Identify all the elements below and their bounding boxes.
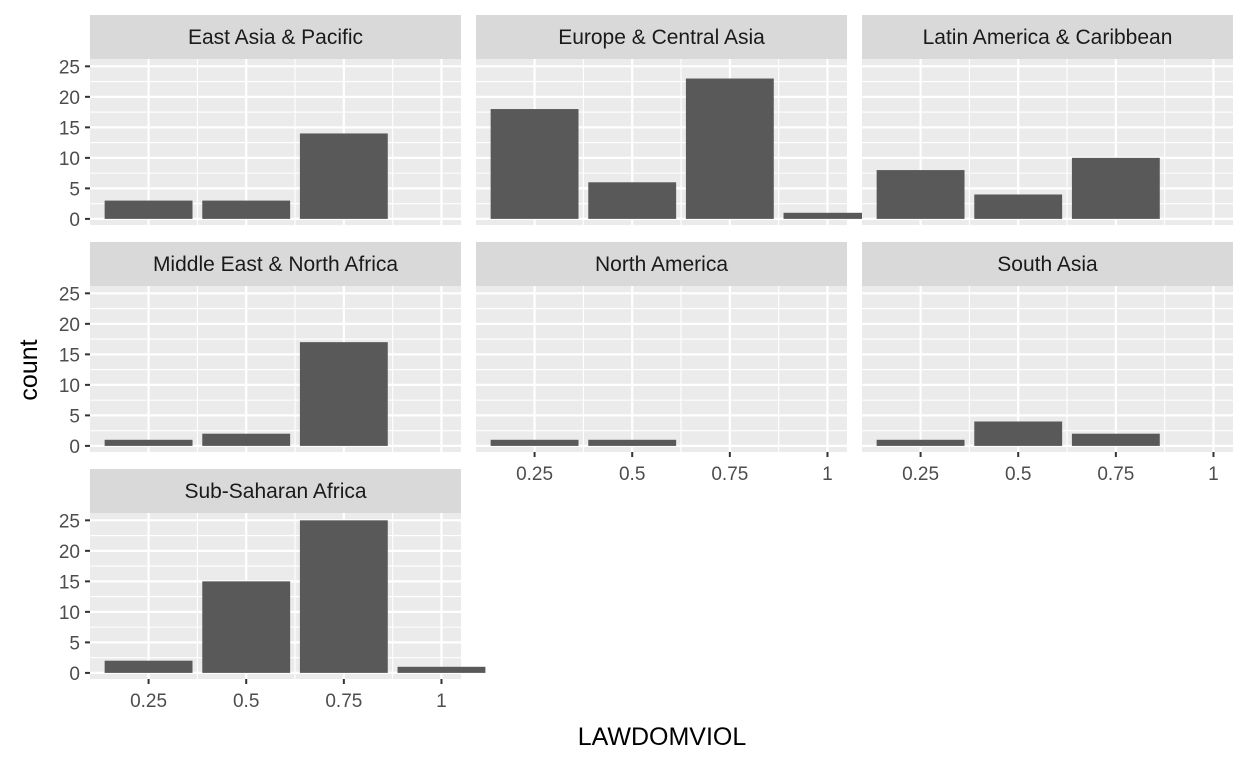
bar	[588, 439, 677, 446]
x-tick-label: 0.5	[233, 691, 259, 712]
facet-strip	[862, 15, 1233, 59]
y-tick-label: 25	[59, 511, 80, 532]
bar	[299, 520, 388, 673]
facet-panel: Latin America & Caribbean	[862, 15, 1233, 225]
y-tick-label: 10	[59, 376, 80, 397]
facet-panel: North America 0.25 0.5 0.75 1	[476, 242, 847, 485]
facet-title: Latin America & Caribbean	[923, 26, 1173, 49]
x-tick-label: 1	[436, 691, 447, 712]
y-tick-label: 20	[59, 315, 80, 336]
facet-strip	[862, 242, 1233, 286]
y-tick-label: 10	[59, 149, 80, 170]
y-tick-label: 15	[59, 572, 80, 593]
bar	[299, 342, 388, 446]
bar	[974, 421, 1063, 446]
y-tick-label: 15	[59, 345, 80, 366]
facet-title: Sub-Saharan Africa	[184, 480, 366, 503]
y-tick-label: 20	[59, 542, 80, 563]
bar	[1071, 433, 1160, 446]
y-axis-title: count	[15, 339, 43, 400]
x-tick-label: 1	[822, 464, 833, 485]
facet-title: South Asia	[997, 253, 1098, 276]
bar	[876, 170, 965, 219]
x-tick-label: 1	[1208, 464, 1219, 485]
y-tick-label: 5	[69, 179, 80, 200]
x-tick-label: 0.75	[325, 691, 362, 712]
bar	[588, 182, 677, 219]
facet-title: Middle East & North Africa	[153, 253, 398, 276]
bar	[490, 109, 579, 219]
bar	[974, 194, 1063, 219]
y-tick-label: 0	[69, 210, 80, 231]
facet-panel: East Asia & Pacific 0 5 10 15 20 25	[59, 15, 461, 231]
y-tick-label: 10	[59, 603, 80, 624]
y-tick-label: 25	[59, 57, 80, 78]
bar	[299, 133, 388, 219]
y-tick-label: 0	[69, 437, 80, 458]
y-tick-label: 20	[59, 88, 80, 109]
bar	[202, 433, 291, 446]
x-tick-label: 0.5	[1005, 464, 1031, 485]
bar	[104, 439, 193, 446]
facet-panel: Sub-Saharan Africa 0 5 10 15 20 25 0.25 0.5 0.75 1	[59, 469, 486, 712]
plot-panel	[90, 59, 461, 225]
bar	[876, 439, 965, 446]
x-tick-label: 0.25	[516, 464, 553, 485]
bar	[202, 200, 291, 219]
bar	[202, 581, 291, 673]
bar	[397, 666, 486, 673]
facet-strip	[90, 242, 461, 286]
facet-strip	[90, 469, 461, 513]
bar	[685, 78, 774, 219]
bar	[490, 439, 579, 446]
facet-strip	[90, 15, 461, 59]
facet-strip	[476, 15, 847, 59]
y-tick-label: 5	[69, 633, 80, 654]
facet-panel: Europe & Central Asia	[476, 15, 872, 225]
x-tick-label: 0.75	[1097, 464, 1134, 485]
facet-strip	[476, 242, 847, 286]
facet-panel: South Asia 0.25 0.5 0.75 1	[862, 242, 1233, 485]
facet-title: Europe & Central Asia	[558, 26, 765, 49]
y-tick-label: 0	[69, 664, 80, 685]
plot-panel	[476, 286, 847, 452]
bar	[104, 660, 193, 673]
x-tick-label: 0.25	[130, 691, 167, 712]
x-tick-label: 0.75	[711, 464, 748, 485]
x-axis-title: LAWDOMVIOL	[578, 723, 747, 751]
x-tick-label: 0.5	[619, 464, 645, 485]
y-tick-label: 5	[69, 406, 80, 427]
facet-panel: Middle East & North Africa 0 5 10 15 20 25	[59, 242, 461, 458]
facet-title: North America	[595, 253, 728, 276]
facet-title: East Asia & Pacific	[188, 26, 363, 49]
x-tick-label: 0.25	[902, 464, 939, 485]
y-tick-label: 15	[59, 118, 80, 139]
y-tick-label: 25	[59, 284, 80, 305]
bar	[1071, 157, 1160, 219]
bar	[783, 212, 872, 219]
plot-panel	[90, 286, 461, 452]
bar	[104, 200, 193, 219]
